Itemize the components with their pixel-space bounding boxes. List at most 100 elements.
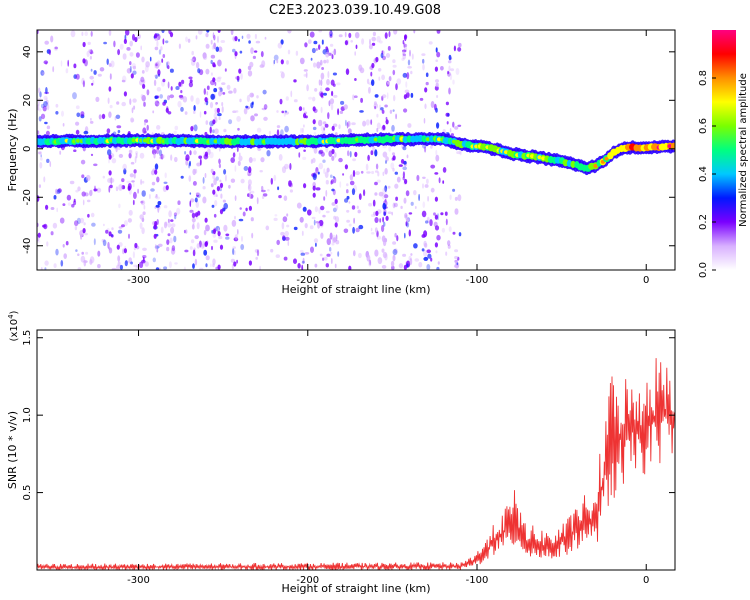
noise-speckle	[293, 226, 298, 231]
noise-speckle	[404, 89, 410, 94]
noise-speckle	[215, 46, 219, 52]
noise-speckle	[204, 101, 208, 105]
noise-speckle	[156, 176, 160, 183]
noise-speckle	[236, 75, 240, 81]
noise-speckle	[312, 192, 316, 198]
ridge-peak	[213, 139, 218, 144]
noise-speckle	[165, 40, 169, 44]
noise-speckle	[86, 199, 91, 203]
heatmap-y-tick-label: -20	[22, 189, 33, 205]
noise-speckle	[65, 241, 69, 246]
noise-speckle	[325, 179, 329, 185]
noise-speckle	[320, 59, 323, 66]
noise-speckle	[240, 178, 245, 184]
noise-speckle	[433, 212, 436, 216]
noise-speckle	[440, 66, 444, 71]
noise-speckle	[90, 189, 93, 193]
noise-speckle	[212, 258, 216, 266]
noise-speckle	[155, 267, 160, 270]
noise-speckle	[248, 205, 252, 211]
noise-speckle	[320, 232, 324, 239]
noise-speckle	[279, 98, 283, 105]
noise-speckle	[323, 168, 326, 175]
noise-speckle	[330, 258, 333, 264]
noise-speckle	[211, 45, 215, 50]
noise-speckle	[123, 248, 127, 254]
noise-speckle	[372, 146, 376, 152]
noise-speckle	[204, 151, 208, 157]
noise-speckle	[167, 222, 172, 228]
noise-speckle	[90, 212, 95, 218]
noise-speckle	[425, 81, 429, 86]
noise-speckle	[249, 192, 252, 199]
noise-speckle	[212, 174, 216, 180]
noise-speckle	[330, 103, 334, 111]
snr-series-line	[37, 358, 675, 570]
noise-speckle	[87, 41, 91, 46]
noise-speckle	[342, 173, 345, 176]
noise-speckle	[84, 232, 88, 236]
noise-speckle	[332, 207, 337, 213]
heatmap-ridge	[37, 131, 675, 176]
noise-speckle	[404, 232, 406, 239]
noise-speckle	[377, 171, 380, 177]
noise-speckle	[456, 151, 461, 155]
noise-speckle	[108, 86, 112, 92]
noise-speckle	[128, 233, 130, 239]
noise-speckle	[315, 167, 319, 174]
noise-speckle	[437, 261, 440, 265]
noise-speckle	[350, 40, 354, 43]
noise-speckle	[382, 216, 384, 223]
noise-speckle	[354, 51, 357, 56]
noise-speckle	[276, 129, 280, 137]
noise-speckle	[121, 224, 125, 228]
noise-speckle	[381, 74, 385, 81]
noise-speckle	[173, 212, 178, 217]
noise-speckle	[203, 110, 207, 115]
noise-speckle	[394, 232, 397, 238]
noise-speckle	[45, 97, 48, 101]
noise-speckle	[155, 204, 160, 208]
noise-speckle	[425, 220, 429, 224]
noise-speckle	[286, 224, 290, 228]
noise-speckle	[296, 202, 302, 209]
noise-speckle	[293, 79, 297, 83]
noise-speckle	[289, 163, 292, 170]
noise-speckle	[390, 260, 395, 267]
noise-speckle	[320, 86, 323, 94]
noise-speckle	[53, 46, 59, 52]
noise-speckle	[418, 193, 420, 202]
noise-speckle	[348, 32, 352, 39]
noise-speckle	[404, 34, 408, 40]
noise-speckle	[123, 91, 127, 97]
snr-frame	[36, 329, 676, 571]
noise-speckle	[218, 86, 222, 90]
noise-speckle	[178, 81, 182, 87]
noise-speckle	[436, 234, 441, 241]
noise-speckle	[103, 223, 105, 227]
noise-speckle	[193, 124, 198, 132]
noise-speckle	[224, 174, 227, 182]
noise-speckle	[260, 51, 264, 58]
noise-speckle	[218, 158, 221, 165]
noise-speckle	[202, 177, 205, 184]
noise-speckle	[44, 40, 49, 45]
noise-speckle	[250, 115, 255, 122]
noise-speckle	[220, 40, 226, 43]
noise-speckle	[108, 231, 112, 237]
noise-speckle	[76, 217, 81, 225]
noise-speckle	[435, 149, 438, 156]
noise-speckle	[331, 242, 335, 246]
noise-speckle	[217, 59, 222, 67]
noise-speckle	[98, 114, 102, 120]
noise-speckle	[188, 163, 191, 169]
noise-speckle	[381, 265, 387, 269]
noise-speckle	[52, 222, 58, 229]
noise-speckle	[442, 180, 445, 184]
noise-speckle	[359, 67, 365, 74]
noise-speckle	[436, 30, 441, 34]
noise-speckle	[283, 256, 288, 261]
noise-speckle	[127, 185, 131, 191]
noise-speckle	[402, 146, 407, 151]
noise-speckle	[212, 189, 216, 195]
